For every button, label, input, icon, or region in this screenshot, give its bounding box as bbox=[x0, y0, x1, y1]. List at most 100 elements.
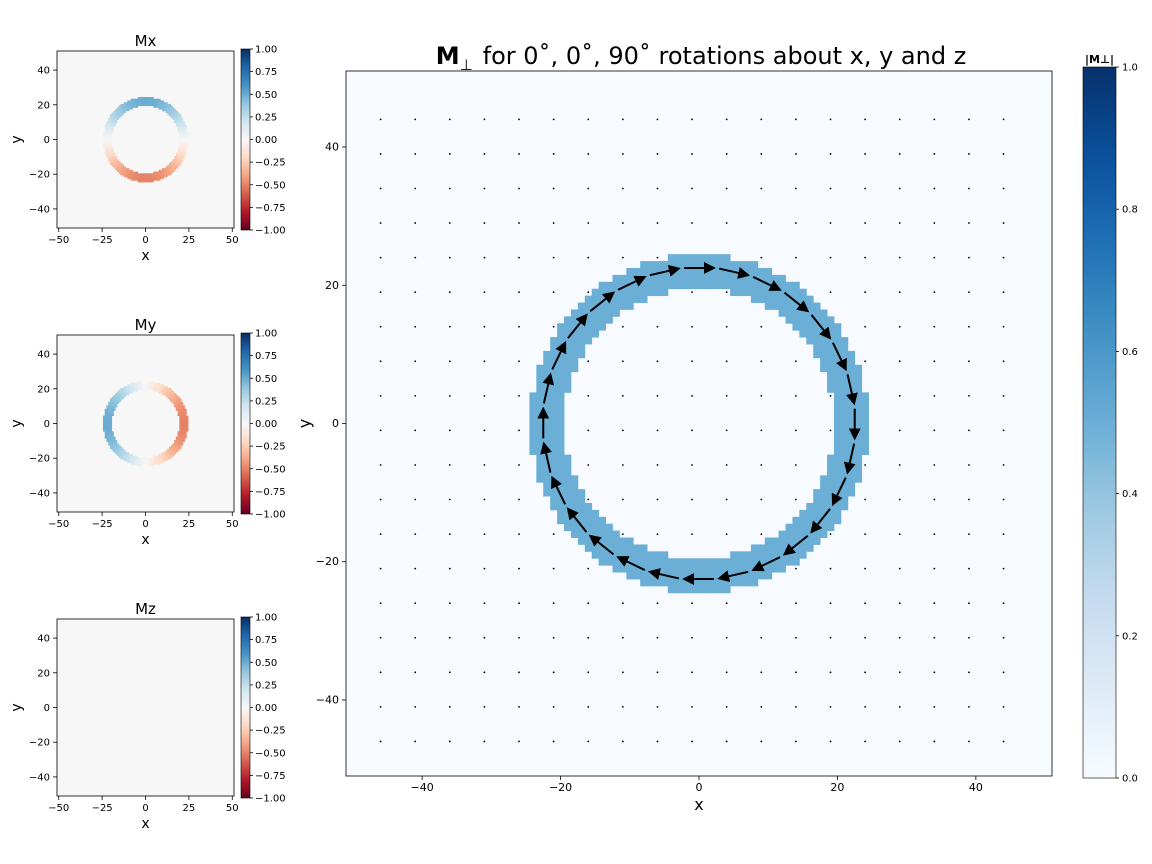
heatmap-cell bbox=[167, 737, 170, 741]
heatmap-cell bbox=[132, 171, 135, 174]
heatmap-cell bbox=[163, 737, 166, 741]
heatmap-cell bbox=[172, 677, 175, 680]
heatmap-cell bbox=[120, 105, 123, 108]
heatmap-cell bbox=[174, 164, 177, 167]
heatmap-cell bbox=[667, 565, 676, 573]
heatmap-cell bbox=[564, 489, 572, 497]
colorbar-tick-label: 1.00 bbox=[255, 329, 277, 340]
heatmap-cell bbox=[577, 502, 586, 511]
heatmap-cell bbox=[172, 166, 175, 169]
heatmap-cell bbox=[115, 736, 118, 739]
heatmap-cell bbox=[108, 711, 111, 714]
heatmap-cell bbox=[168, 739, 172, 742]
heatmap-cell bbox=[148, 387, 151, 391]
heatmap-cell bbox=[165, 102, 168, 105]
heatmap-cell bbox=[122, 680, 125, 683]
heatmap-cell bbox=[674, 261, 683, 269]
heatmap-cell bbox=[647, 274, 655, 283]
heatmap-cell bbox=[626, 302, 634, 310]
heatmap-cell bbox=[833, 468, 842, 476]
heatmap-cell bbox=[146, 98, 149, 101]
quiver-dot bbox=[587, 671, 590, 674]
heatmap-cell bbox=[141, 748, 144, 751]
heatmap-cell bbox=[106, 429, 109, 432]
quiver-dot bbox=[725, 222, 728, 224]
heatmap-cell bbox=[170, 116, 173, 119]
heatmap-cell bbox=[605, 281, 613, 290]
heatmap-cell bbox=[109, 159, 113, 162]
quiver-dot bbox=[898, 636, 901, 639]
heatmap-cell bbox=[792, 302, 800, 310]
heatmap-cell bbox=[134, 176, 137, 179]
heatmap-cell bbox=[181, 429, 184, 432]
heatmap-cell bbox=[153, 98, 156, 101]
quiver-dot bbox=[795, 118, 797, 121]
heatmap-cell bbox=[681, 281, 690, 290]
heatmap-cell bbox=[109, 124, 113, 127]
heatmap-cell bbox=[160, 670, 163, 673]
heatmap-cell bbox=[130, 746, 133, 749]
heatmap-cell bbox=[177, 692, 180, 695]
heatmap-cell bbox=[182, 694, 185, 697]
heatmap-cell bbox=[123, 743, 126, 746]
heatmap-cell bbox=[557, 364, 565, 373]
heatmap-cell bbox=[104, 152, 107, 155]
quiver-dot bbox=[933, 671, 936, 674]
quiver-dot bbox=[448, 187, 451, 190]
heatmap-cell bbox=[108, 722, 111, 725]
quiver-dot bbox=[760, 187, 763, 190]
heatmap-cell bbox=[120, 164, 123, 167]
heatmap-cell bbox=[111, 446, 114, 450]
heatmap-cell bbox=[109, 434, 113, 437]
heatmap-cell bbox=[674, 281, 683, 290]
heatmap-cell bbox=[177, 407, 180, 410]
heatmap-cell bbox=[730, 288, 738, 297]
heatmap-cell bbox=[108, 699, 111, 702]
heatmap-cell bbox=[660, 565, 669, 573]
panel-title: Mx bbox=[135, 32, 157, 50]
heatmap-cell bbox=[584, 530, 593, 538]
heatmap-cell bbox=[123, 393, 126, 396]
heatmap-cell bbox=[132, 175, 135, 178]
heatmap-cell bbox=[120, 450, 123, 453]
heatmap-cell bbox=[146, 387, 149, 391]
heatmap-cell bbox=[564, 371, 572, 379]
heatmap-cell bbox=[174, 159, 177, 162]
heatmap-cell bbox=[182, 691, 185, 694]
heatmap-cell bbox=[118, 112, 121, 115]
heatmap-cell bbox=[142, 103, 146, 107]
heatmap-cell bbox=[155, 457, 158, 460]
heatmap-cell bbox=[111, 684, 114, 687]
heatmap-cell bbox=[785, 288, 793, 297]
quiver-dot bbox=[691, 498, 693, 501]
heatmap-cell bbox=[184, 410, 187, 413]
heatmap-cell bbox=[813, 323, 821, 331]
heatmap-cell bbox=[174, 677, 177, 680]
heatmap-cell bbox=[570, 330, 579, 338]
heatmap-cell bbox=[833, 330, 842, 338]
quiver-dot bbox=[760, 740, 763, 743]
heatmap-cell bbox=[108, 129, 111, 133]
heatmap-cell bbox=[584, 537, 593, 545]
heatmap-cell bbox=[144, 173, 147, 176]
heatmap-cell bbox=[113, 682, 116, 685]
heatmap-cell bbox=[179, 725, 182, 728]
heatmap-cell bbox=[170, 455, 173, 458]
heatmap-cell bbox=[175, 692, 179, 695]
heatmap-cell bbox=[111, 114, 114, 117]
x-tick-label: −20 bbox=[549, 781, 572, 794]
heatmap-cell bbox=[153, 746, 156, 749]
heatmap-cell bbox=[102, 704, 106, 708]
heatmap-cell bbox=[179, 162, 182, 166]
heatmap-cell bbox=[111, 443, 114, 446]
heatmap-cell bbox=[118, 398, 121, 401]
heatmap-cell bbox=[102, 424, 106, 427]
heatmap-cell bbox=[174, 736, 177, 739]
heatmap-cell bbox=[181, 703, 184, 706]
heatmap-cell bbox=[149, 178, 152, 181]
heatmap-cell bbox=[182, 408, 185, 411]
heatmap-cell bbox=[175, 407, 179, 410]
heatmap-cell bbox=[109, 439, 113, 443]
colorbar-tick-label: 0.50 bbox=[255, 90, 277, 101]
heatmap-cell bbox=[557, 323, 565, 331]
